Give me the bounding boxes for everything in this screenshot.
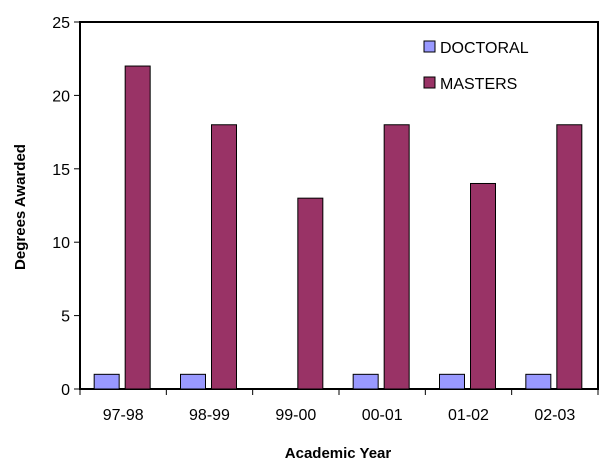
x-tick-label: 02-03 bbox=[534, 407, 575, 424]
bar-doctoral-97-98 bbox=[93, 373, 120, 390]
plot-area bbox=[79, 21, 599, 390]
bar-doctoral-00-01 bbox=[352, 373, 379, 390]
x-tick-label: 99-00 bbox=[275, 407, 316, 424]
bar-doctoral-98-99 bbox=[180, 373, 206, 390]
x-tick-label: 01-02 bbox=[448, 407, 489, 424]
legend-label-doctoral: DOCTORAL bbox=[440, 40, 529, 57]
bar-doctoral-02-03 bbox=[525, 373, 552, 390]
bar-masters-99-00 bbox=[297, 197, 324, 390]
x-tick-label: 97-98 bbox=[103, 407, 144, 424]
bar-doctoral-01-02 bbox=[439, 373, 465, 390]
bar-masters-01-02 bbox=[470, 182, 496, 390]
x-axis-title: Academic Year bbox=[285, 445, 392, 462]
legend: DOCTORAL MASTERS bbox=[423, 40, 529, 93]
y-tick-label: 15 bbox=[52, 162, 70, 179]
x-tick-label: 00-01 bbox=[362, 407, 403, 424]
y-tick-label: 20 bbox=[52, 88, 70, 105]
bar-masters-97-98 bbox=[124, 65, 151, 390]
legend-label-masters: MASTERS bbox=[440, 76, 517, 93]
bar-masters-00-01 bbox=[383, 124, 410, 390]
y-tick-label: 10 bbox=[52, 235, 70, 252]
plot-frame bbox=[79, 21, 599, 390]
y-tick-label: 5 bbox=[61, 309, 70, 326]
y-axis-title: Degrees Awarded bbox=[12, 144, 29, 270]
bar-masters-02-03 bbox=[556, 124, 583, 390]
bar-masters-98-99 bbox=[211, 124, 237, 390]
y-tick-label: 25 bbox=[52, 15, 70, 32]
legend-swatch-masters bbox=[423, 76, 436, 89]
x-tick-label: 98-99 bbox=[189, 407, 230, 424]
legend-swatch-doctoral bbox=[423, 40, 436, 53]
y-tick-label: 0 bbox=[61, 382, 70, 399]
bars bbox=[93, 65, 583, 390]
ticks: 0 5 10 15 20 25 97-98 98-99 99-00 00-01 01-02 02-03 bbox=[52, 15, 599, 424]
